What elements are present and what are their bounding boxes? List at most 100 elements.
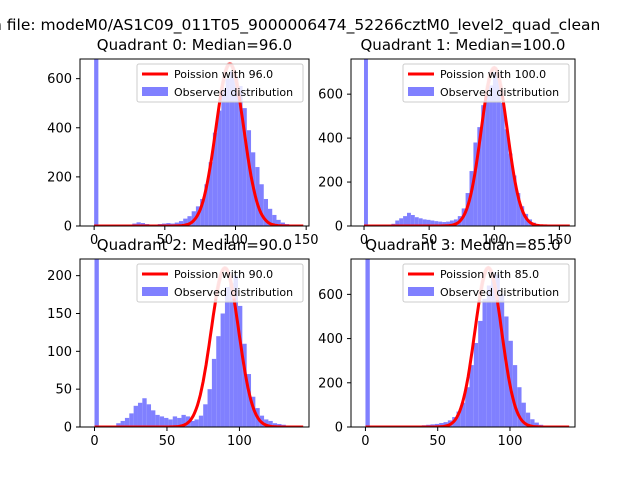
hist-bar <box>259 184 264 226</box>
axes-frame <box>350 58 576 227</box>
subplot-quadrant-1: 0 50 100 150 0 200 400 600 Poission with 100.0 Ob… <box>318 36 576 248</box>
hist-bar <box>512 365 518 427</box>
hist-bar <box>142 398 147 427</box>
hist-bar <box>525 412 531 427</box>
hist-bar <box>204 184 209 226</box>
y-tick-label: 0 <box>335 220 343 235</box>
legend-hist-label: Observed distribution <box>174 86 293 99</box>
hist-bar <box>159 416 165 427</box>
plot-area <box>94 59 304 226</box>
legend-curve-label: Poission with 90.0 <box>174 268 273 281</box>
y-tick-label: 150 <box>47 307 72 322</box>
hist-bar <box>200 198 205 226</box>
hist-bar <box>469 365 474 427</box>
hist-bar <box>477 127 482 226</box>
x-tick-label: 0 <box>90 233 98 248</box>
hist-bar <box>172 416 178 427</box>
hist-bar <box>500 102 505 226</box>
hist-bar <box>194 419 199 427</box>
hist-bar <box>473 142 478 226</box>
hist-bar <box>190 420 195 427</box>
legend-curve-label: Poission with 100.0 <box>440 68 546 81</box>
x-tick-label: 150 <box>294 233 319 248</box>
hist-bar <box>229 71 235 226</box>
hist-bar <box>151 410 156 427</box>
hist-bar <box>438 221 443 226</box>
hist-bar <box>229 283 234 427</box>
x-tick-label: 100 <box>227 434 252 449</box>
hist-bar <box>155 414 160 427</box>
hist-bar <box>481 105 486 226</box>
subplot-quadrant-3: 0 50 100 0 200 400 600 Poission with 85.0 Observ… <box>318 236 576 449</box>
x-tick-label: 100 <box>223 233 248 248</box>
hist-bar <box>504 129 509 226</box>
hist-bar <box>246 374 252 427</box>
hist-bar <box>486 285 492 427</box>
hist-bar <box>449 220 454 226</box>
hist-bar <box>403 216 407 226</box>
legend: Poission with 100.0 Observed distribution <box>402 63 570 103</box>
x-tick-label: 150 <box>547 233 572 248</box>
hist-bar <box>198 415 204 427</box>
hist-bar <box>220 313 225 427</box>
hist-bar <box>116 423 121 427</box>
hist-bar <box>124 417 130 427</box>
y-tick-label: 400 <box>47 121 72 136</box>
hist-bar <box>407 212 411 226</box>
hist-bar <box>181 414 186 427</box>
hist-bar <box>489 85 493 226</box>
hist-bar <box>242 343 247 427</box>
hist-bar <box>469 171 474 226</box>
hist-bar <box>207 389 212 427</box>
hist-bar <box>485 94 490 226</box>
hist-bar-zero <box>364 59 368 226</box>
y-tick-label: 600 <box>318 88 343 103</box>
hist-bar <box>434 221 439 226</box>
hist-bar <box>495 274 500 427</box>
y-tick-label: 600 <box>318 288 343 303</box>
axes-frame <box>350 258 576 428</box>
hist-bar <box>520 206 525 226</box>
hist-bar <box>516 193 521 226</box>
hist-bar <box>446 221 450 226</box>
subplot-title: Quadrant 2: Median=90.0 <box>97 236 292 254</box>
y-tick-label: 200 <box>47 269 72 284</box>
hist-bar <box>136 222 141 226</box>
legend: Poission with 96.0 Observed distribution <box>136 63 304 103</box>
hist-bar <box>217 110 222 226</box>
x-tick-label: 50 <box>159 434 176 449</box>
hist-bar <box>508 153 513 226</box>
hist-bar-zero <box>94 259 99 427</box>
subplot-quadrant-2: 0 50 100 0 50 100 150 200 Poission with 90.0 Obse… <box>47 236 310 449</box>
hist-bar <box>216 336 221 427</box>
hist-bar <box>246 130 252 226</box>
x-tick-label: 0 <box>90 434 98 449</box>
hist-bar <box>465 387 470 427</box>
hist-bar <box>280 222 285 226</box>
hist-bar <box>439 423 444 427</box>
y-tick-label: 200 <box>318 376 343 391</box>
hist-bar <box>233 275 238 427</box>
hist-bar <box>512 175 517 226</box>
axes-frame <box>79 258 310 428</box>
subplot-title: Quadrant 1: Median=100.0 <box>361 36 566 54</box>
y-tick-label: 0 <box>335 421 343 436</box>
hist-bar <box>183 218 188 226</box>
hist-bar <box>499 294 505 427</box>
hist-bar <box>164 417 169 427</box>
hist-bar <box>517 387 522 427</box>
legend-hist-swatch <box>142 287 168 296</box>
axes-frame <box>79 58 310 227</box>
legend-hist-swatch <box>408 287 434 296</box>
hist-bar <box>268 208 273 226</box>
hist-bar <box>521 402 526 427</box>
hist-bar <box>225 78 230 226</box>
hist-bar <box>534 422 539 427</box>
legend-curve-label: Poission with 85.0 <box>440 268 539 281</box>
legend: Poission with 90.0 Observed distribution <box>136 263 304 303</box>
legend-box <box>402 263 570 303</box>
hist-bar <box>178 221 184 226</box>
legend-hist-label: Observed distribution <box>174 286 293 299</box>
y-tick-label: 400 <box>318 132 343 147</box>
